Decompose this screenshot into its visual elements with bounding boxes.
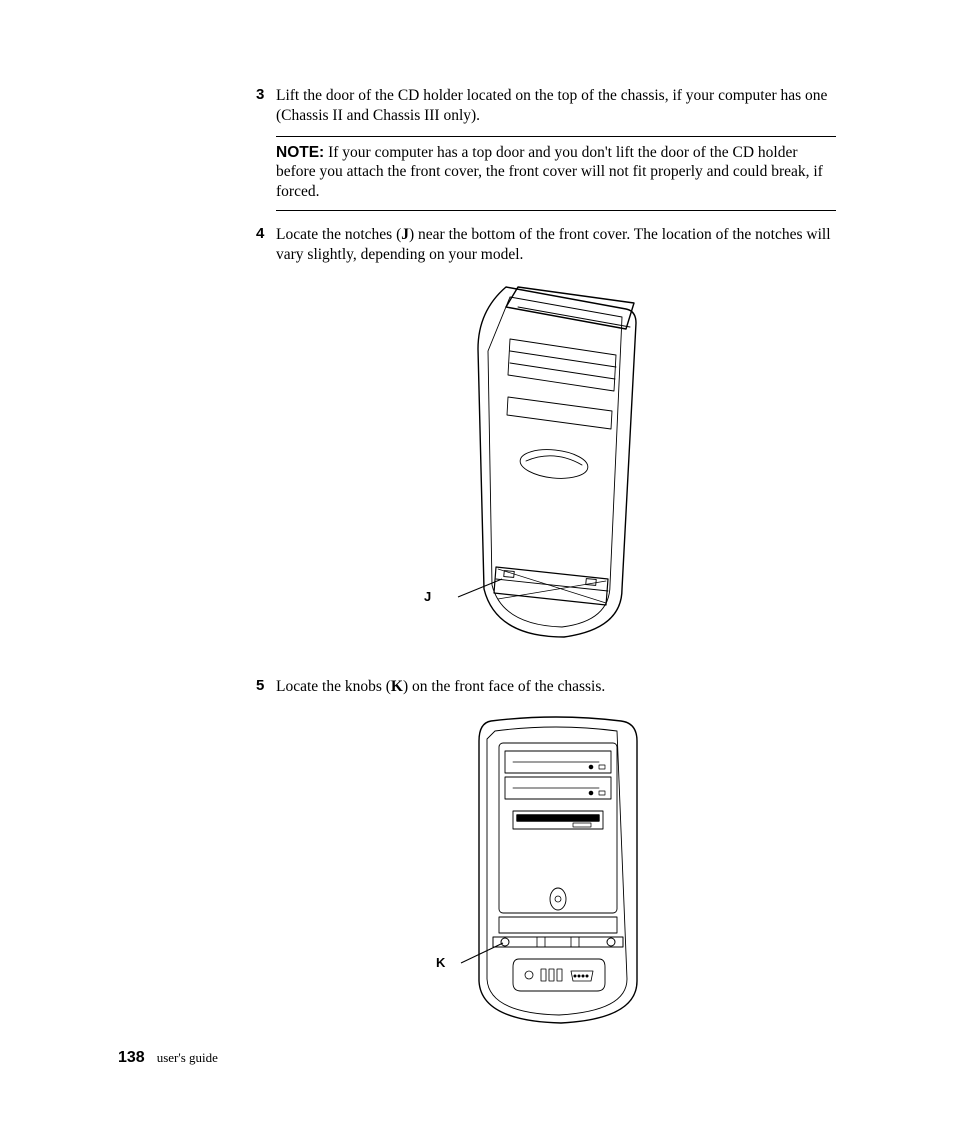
step-3-number: 3 <box>256 86 264 103</box>
page-footer: 138 user's guide <box>118 1049 218 1067</box>
step-5-ref-k: K <box>391 678 403 695</box>
step-4-text-before: Locate the notches ( <box>276 226 401 243</box>
callout-j: J <box>424 589 431 604</box>
step-3-text: Lift the door of the CD holder located o… <box>276 86 836 126</box>
step-4: 4 Locate the notches (J) near the bottom… <box>276 225 836 265</box>
step-4-ref-j: J <box>401 226 409 243</box>
figure-chassis-front: K <box>276 711 836 1041</box>
callout-k: K <box>436 955 445 970</box>
step-5-number: 5 <box>256 677 264 694</box>
step-5: 5 Locate the knobs (K) on the front face… <box>276 677 836 697</box>
footer-title: user's guide <box>157 1050 218 1065</box>
note-text: If your computer has a top door and you … <box>276 144 823 201</box>
note-box: NOTE: If your computer has a top door an… <box>276 136 836 211</box>
figure-front-cover: J <box>276 279 836 659</box>
step-4-text: Locate the notches (J) near the bottom o… <box>276 225 836 265</box>
content-column: 3 Lift the door of the CD holder located… <box>276 86 836 1041</box>
step-4-number: 4 <box>256 225 264 242</box>
front-cover-illustration <box>426 279 686 649</box>
step-5-text-after: ) on the front face of the chassis. <box>403 678 605 695</box>
chassis-front-illustration <box>441 711 671 1031</box>
document-page: 3 Lift the door of the CD holder located… <box>0 0 954 1123</box>
note-label: NOTE: <box>276 144 324 161</box>
step-5-text: Locate the knobs (K) on the front face o… <box>276 677 836 697</box>
step-5-text-before: Locate the knobs ( <box>276 678 391 695</box>
step-3: 3 Lift the door of the CD holder located… <box>276 86 836 126</box>
page-number: 138 <box>118 1049 145 1066</box>
